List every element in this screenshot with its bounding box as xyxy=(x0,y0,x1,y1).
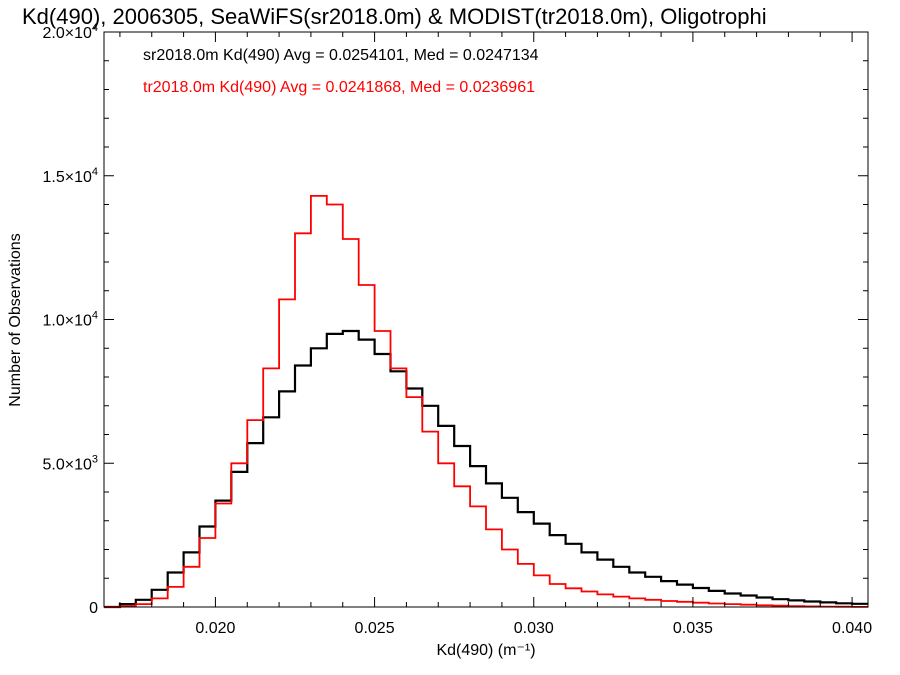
y-tick-label: 1.5×104 xyxy=(42,166,98,186)
x-tick-label: 0.025 xyxy=(355,620,395,637)
y-tick-label: 5.0×103 xyxy=(42,453,98,473)
x-tick-label: 0.035 xyxy=(673,620,713,637)
x-axis-label: Kd(490) (m⁻¹) xyxy=(436,642,535,659)
y-axis-label: Number of Observations xyxy=(7,233,24,406)
y-tick-label: 0 xyxy=(89,600,98,617)
series-line-2 xyxy=(104,195,868,608)
ticks-layer: 0.020 0.025 0.030 0.035 0.040 0 5.0×103 1.0×104… xyxy=(42,22,872,637)
x-tick-label: 0.040 xyxy=(832,620,872,637)
y-tick-label: 2.0×104 xyxy=(42,22,98,42)
legend-entry-series-2: tr2018.0m Kd(490) Avg = 0.0241868, Med =… xyxy=(143,79,535,96)
x-tick-label: 0.020 xyxy=(195,620,235,637)
x-tick-label: 0.030 xyxy=(514,620,554,637)
series-line-1 xyxy=(104,329,868,609)
chart-title: Kd(490), 2006305, SeaWiFS(sr2018.0m) & M… xyxy=(22,4,767,29)
legend-entry-series-1: sr2018.0m Kd(490) Avg = 0.0254101, Med =… xyxy=(143,47,539,64)
series-layer xyxy=(104,195,868,609)
y-tick-label: 1.0×104 xyxy=(42,310,98,330)
